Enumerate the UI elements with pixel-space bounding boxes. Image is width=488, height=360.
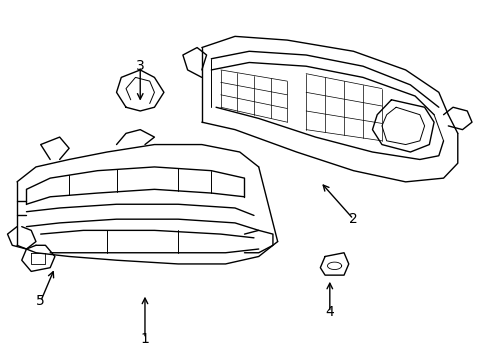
Text: 2: 2 — [348, 212, 357, 226]
Text: 4: 4 — [325, 305, 333, 319]
Text: 3: 3 — [136, 59, 144, 73]
Text: 1: 1 — [140, 332, 149, 346]
Text: 5: 5 — [36, 294, 45, 308]
